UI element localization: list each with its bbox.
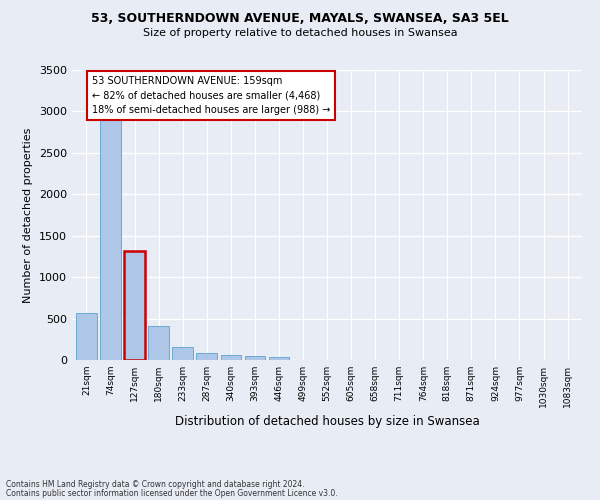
- Text: Contains public sector information licensed under the Open Government Licence v3: Contains public sector information licen…: [6, 488, 338, 498]
- X-axis label: Distribution of detached houses by size in Swansea: Distribution of detached houses by size …: [175, 416, 479, 428]
- Bar: [76, 313, 97, 360]
- Bar: [124, 252, 145, 360]
- Bar: [196, 354, 217, 360]
- Bar: [245, 356, 265, 360]
- Text: 53 SOUTHERNDOWN AVENUE: 159sqm
← 82% of detached houses are smaller (4,468)
18% : 53 SOUTHERNDOWN AVENUE: 159sqm ← 82% of …: [92, 76, 330, 116]
- Bar: [100, 118, 121, 360]
- Bar: [269, 356, 289, 360]
- Text: Size of property relative to detached houses in Swansea: Size of property relative to detached ho…: [143, 28, 457, 38]
- Bar: [172, 347, 193, 360]
- Bar: [148, 326, 169, 360]
- Text: 53, SOUTHERNDOWN AVENUE, MAYALS, SWANSEA, SA3 5EL: 53, SOUTHERNDOWN AVENUE, MAYALS, SWANSEA…: [91, 12, 509, 26]
- Y-axis label: Number of detached properties: Number of detached properties: [23, 128, 34, 302]
- Text: Contains HM Land Registry data © Crown copyright and database right 2024.: Contains HM Land Registry data © Crown c…: [6, 480, 305, 489]
- Bar: [221, 356, 241, 360]
